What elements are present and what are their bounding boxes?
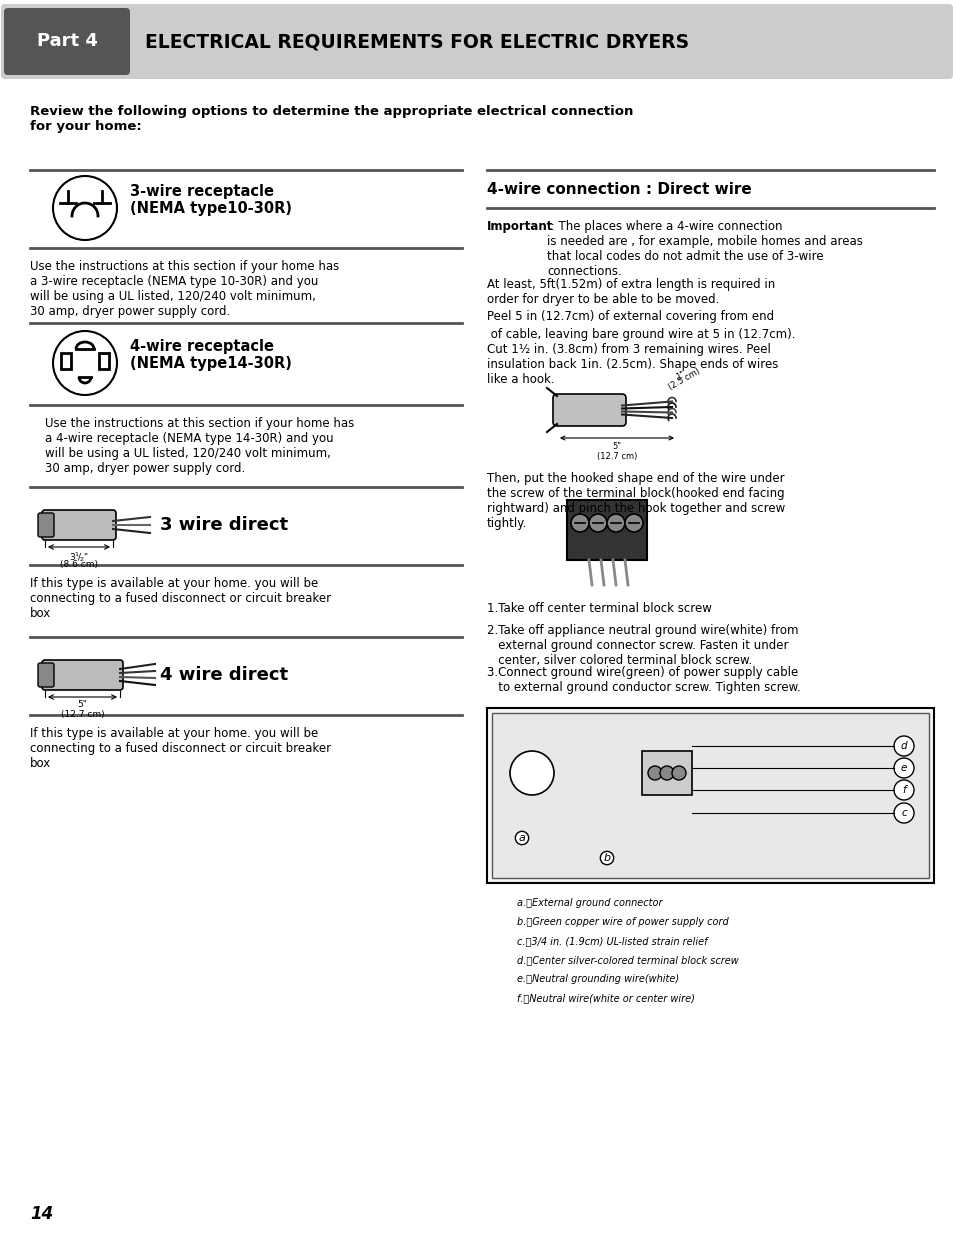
Text: f.	Neutral wire(white or center wire): f. Neutral wire(white or center wire) [517,993,694,1003]
Text: of cable, leaving bare ground wire at 5 in (12.7cm).
Cut 1½ in. (3.8cm) from 3 r: of cable, leaving bare ground wire at 5 … [486,328,795,387]
Text: (8.6 cm): (8.6 cm) [60,561,98,569]
FancyBboxPatch shape [42,510,116,539]
Text: c.	3/4 in. (1.9cm) UL-listed strain relief: c. 3/4 in. (1.9cm) UL-listed strain reli… [517,936,707,946]
Text: $3^1\!/_{\!2}$": $3^1\!/_{\!2}$" [69,549,89,564]
Text: 2.Take off appliance neutral ground wire(white) from
   external ground connecto: 2.Take off appliance neutral ground wire… [486,624,798,667]
Text: f: f [902,786,904,796]
FancyBboxPatch shape [1,4,952,80]
Text: Use the instructions at this section if your home has
a 4-wire receptacle (NEMA : Use the instructions at this section if … [45,416,354,475]
Circle shape [671,766,685,781]
Text: 5": 5" [77,700,88,709]
FancyBboxPatch shape [42,660,123,690]
Circle shape [893,736,913,756]
Circle shape [588,515,606,532]
Circle shape [893,803,913,823]
Text: b.	Green copper wire of power supply cord: b. Green copper wire of power supply cor… [517,917,728,927]
Text: 4-wire connection : Direct wire: 4-wire connection : Direct wire [486,181,751,196]
Text: If this type is available at your home. you will be
connecting to a fused discon: If this type is available at your home. … [30,727,331,769]
Text: If this type is available at your home. you will be
connecting to a fused discon: If this type is available at your home. … [30,577,331,620]
Text: At least, 5ft(1.52m) of extra length is required in
order for dryer to be able t: At least, 5ft(1.52m) of extra length is … [486,278,775,306]
Bar [99,353,109,369]
Circle shape [571,515,588,532]
Text: 3 wire direct: 3 wire direct [160,516,288,534]
Text: 14: 14 [30,1204,53,1223]
Bar [566,500,646,561]
Circle shape [647,766,661,781]
Text: Then, put the hooked shape end of the wire under
the screw of the terminal block: Then, put the hooked shape end of the wi… [486,472,784,530]
Circle shape [659,766,673,781]
Text: Important: Important [486,220,553,232]
Circle shape [893,758,913,778]
Text: (12.7 cm): (12.7 cm) [61,710,104,718]
Bar [486,709,933,883]
Text: 3.Connect ground wire(green) of power supply cable
   to external ground conduct: 3.Connect ground wire(green) of power su… [486,666,800,694]
Text: 4-wire receptacle
(NEMA type14-30R): 4-wire receptacle (NEMA type14-30R) [130,339,292,372]
FancyBboxPatch shape [38,513,54,537]
Circle shape [893,781,913,800]
Text: Part 4: Part 4 [36,32,97,51]
Text: Use the instructions at this section if your home has
a 3-wire receptacle (NEMA : Use the instructions at this section if … [30,260,339,318]
Text: d.	Center silver-colored terminal block screw: d. Center silver-colored terminal block … [517,955,738,965]
Text: ELECTRICAL REQUIREMENTS FOR ELECTRIC DRYERS: ELECTRICAL REQUIREMENTS FOR ELECTRIC DRY… [145,32,688,51]
Text: Peel 5 in (12.7cm) of external covering from end: Peel 5 in (12.7cm) of external covering … [486,310,773,323]
Text: 5": 5" [612,443,620,451]
Circle shape [624,515,642,532]
Text: 1": 1" [675,369,686,382]
FancyBboxPatch shape [553,394,625,426]
FancyBboxPatch shape [4,7,130,75]
Text: (2.5 cm): (2.5 cm) [666,367,701,392]
Text: 4 wire direct: 4 wire direct [160,666,288,684]
Text: 1.Take off center terminal block screw: 1.Take off center terminal block screw [486,602,711,615]
Text: e.	Neutral grounding wire(white): e. Neutral grounding wire(white) [517,975,679,984]
Text: a.	External ground connector: a. External ground connector [517,897,661,907]
Bar [492,713,928,878]
FancyBboxPatch shape [38,663,54,687]
Text: d: d [900,741,906,751]
Text: (12.7 cm): (12.7 cm) [597,452,637,461]
Text: a: a [518,833,525,843]
Bar [641,751,691,796]
Text: e: e [900,763,906,773]
Text: c: c [901,808,906,818]
Circle shape [606,515,624,532]
Text: : The places where a 4-wire connection
is needed are , for example, mobile homes: : The places where a 4-wire connection i… [546,220,862,278]
Bar [61,353,71,369]
Circle shape [510,751,554,796]
Text: Review the following options to determine the appropriate electrical connection
: Review the following options to determin… [30,104,633,133]
Text: 3-wire receptacle
(NEMA type10-30R): 3-wire receptacle (NEMA type10-30R) [130,184,292,216]
Text: b: b [603,853,610,863]
